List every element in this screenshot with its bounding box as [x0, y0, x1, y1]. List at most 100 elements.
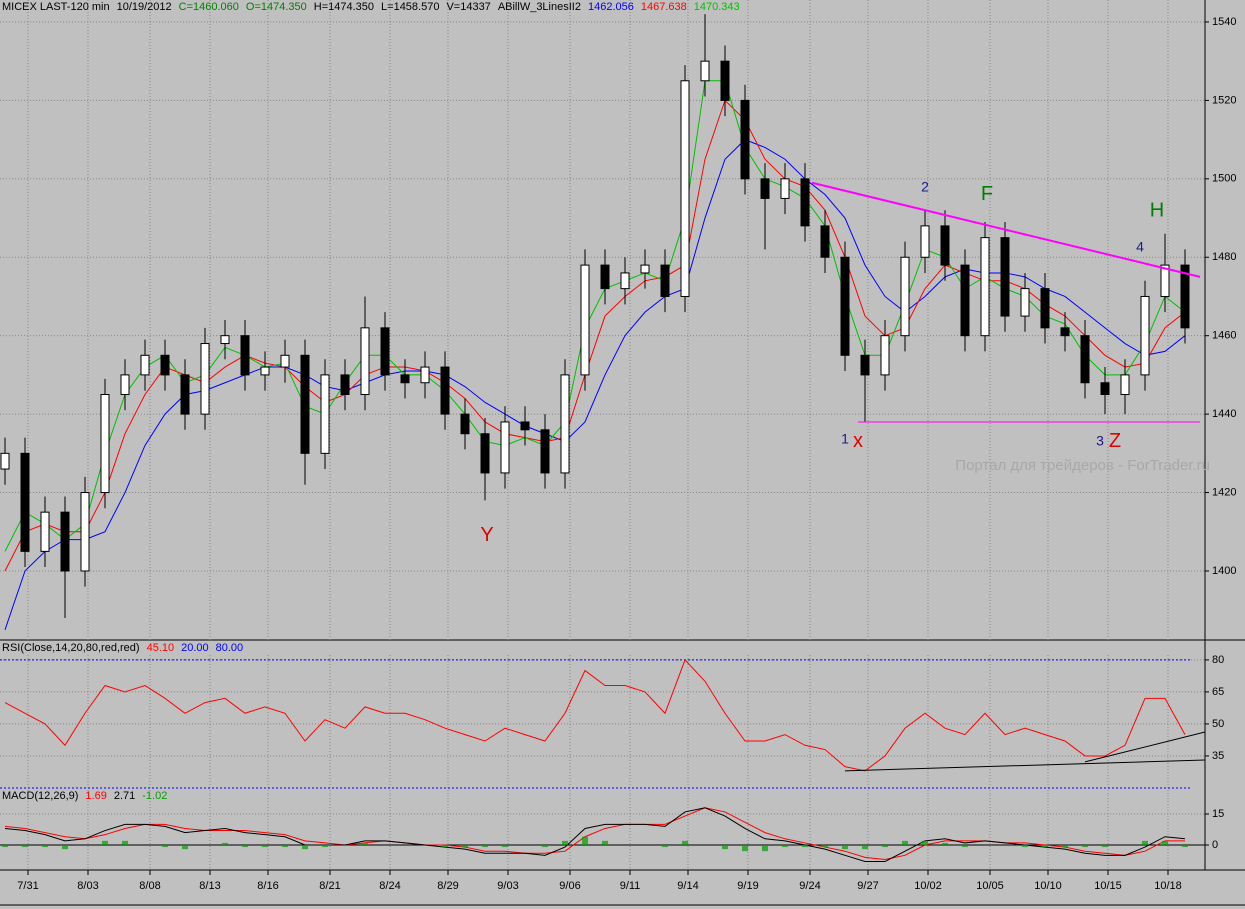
legend-entry: 1462.056 [587, 1, 634, 13]
y-tick-label: 65 [1212, 686, 1224, 698]
x-tick-label: 8/16 [257, 880, 278, 892]
legend-entry: 2.71 [113, 790, 136, 802]
candle-body [200, 343, 210, 415]
header-info: H=1474.350 [313, 1, 375, 13]
histogram-bar [22, 845, 28, 848]
candle-body [820, 225, 830, 258]
header-info: O=1474.350 [245, 1, 307, 13]
histogram-bar [1022, 845, 1028, 848]
histogram-bar [502, 845, 508, 848]
histogram-bar [182, 845, 188, 850]
header-info: L=1458.570 [381, 1, 440, 13]
candle-body [0, 452, 10, 470]
annotation: F [981, 183, 993, 205]
header-info: V=14337 [446, 1, 491, 13]
histogram-bar [682, 840, 688, 845]
candle-body [480, 433, 490, 474]
y-tick-label: 0 [1212, 839, 1218, 851]
candle-body [680, 80, 690, 297]
candle-body [800, 178, 810, 227]
histogram-bar [722, 845, 728, 850]
candle-body [1020, 288, 1030, 317]
x-tick-label: 10/15 [1094, 880, 1122, 892]
trend-line [811, 181, 1201, 278]
candle-body [720, 60, 730, 101]
candle-body [940, 225, 950, 266]
candle-body [580, 264, 590, 376]
level-label: 80.00 [215, 642, 244, 654]
candle-body [280, 354, 290, 368]
candle-body [1160, 264, 1170, 297]
candle-body [500, 421, 510, 474]
annotation: H [1150, 199, 1164, 221]
histogram-bar [882, 845, 888, 848]
trend-line [844, 759, 1206, 772]
candle-body [100, 394, 110, 494]
x-tick-label: 10/05 [976, 880, 1004, 892]
candle-body [120, 374, 130, 396]
candle-body [460, 413, 470, 435]
histogram-bar [2, 845, 8, 848]
y-tick-label: 1400 [1212, 565, 1236, 577]
candle-body [160, 354, 170, 376]
histogram-bar [1062, 845, 1068, 848]
histogram-bar [462, 845, 468, 848]
x-tick-label: 8/21 [319, 880, 340, 892]
candle-body [300, 354, 310, 454]
candle-body [880, 335, 890, 376]
annotation: x [853, 430, 863, 452]
histogram-bar [662, 845, 668, 848]
candle-body [440, 366, 450, 415]
candle-body [1180, 264, 1190, 329]
candle-body [860, 354, 870, 376]
histogram-bar [902, 840, 908, 845]
annotation: 1 [841, 431, 849, 447]
histogram-bar [1182, 845, 1188, 848]
candle-body [540, 429, 550, 474]
histogram-bar [322, 845, 328, 848]
candle-body [840, 256, 850, 356]
histogram-bar [942, 842, 948, 845]
candle-body [560, 374, 570, 474]
histogram-bar [162, 845, 168, 848]
x-tick-label: 9/03 [497, 880, 518, 892]
y-tick-label: 1540 [1212, 16, 1236, 28]
histogram-bar [262, 845, 268, 848]
candle-body [1000, 237, 1010, 317]
histogram-bar [242, 845, 248, 848]
histogram-bar [362, 842, 368, 845]
header-info: C=1460.060 [178, 1, 239, 13]
histogram-bar [842, 845, 848, 850]
histogram-bar [782, 845, 788, 848]
y-tick-label: 1520 [1212, 94, 1236, 106]
histogram-bar [562, 840, 568, 845]
histogram-bar [302, 845, 308, 850]
candle-body [420, 366, 430, 384]
x-tick-label: 8/03 [77, 880, 98, 892]
candle-body [920, 225, 930, 258]
legend-entry: 45.10 [146, 642, 175, 654]
x-tick-label: 7/31 [17, 880, 38, 892]
y-tick-label: 1500 [1212, 173, 1236, 185]
histogram-bar [62, 845, 68, 850]
x-tick-label: 9/27 [857, 880, 878, 892]
y-tick-label: 1480 [1212, 251, 1236, 263]
annotation: 2 [921, 179, 929, 195]
x-tick-label: 9/06 [559, 880, 580, 892]
header-info: ABillW_3LinesII2 [497, 1, 581, 13]
legend-entry: 1467.638 [640, 1, 687, 13]
candle-body [260, 366, 270, 376]
indicator-line [4, 658, 1186, 772]
histogram-bar [1042, 845, 1048, 848]
candle-body [80, 492, 90, 572]
annotation: 3 [1096, 433, 1104, 449]
x-tick-label: 9/11 [620, 880, 641, 892]
candle-body [360, 327, 370, 396]
histogram-bar [802, 845, 808, 848]
histogram-bar [122, 840, 128, 845]
level-label: 20.00 [181, 642, 209, 654]
candle-body [960, 264, 970, 337]
candle-body [740, 99, 750, 180]
